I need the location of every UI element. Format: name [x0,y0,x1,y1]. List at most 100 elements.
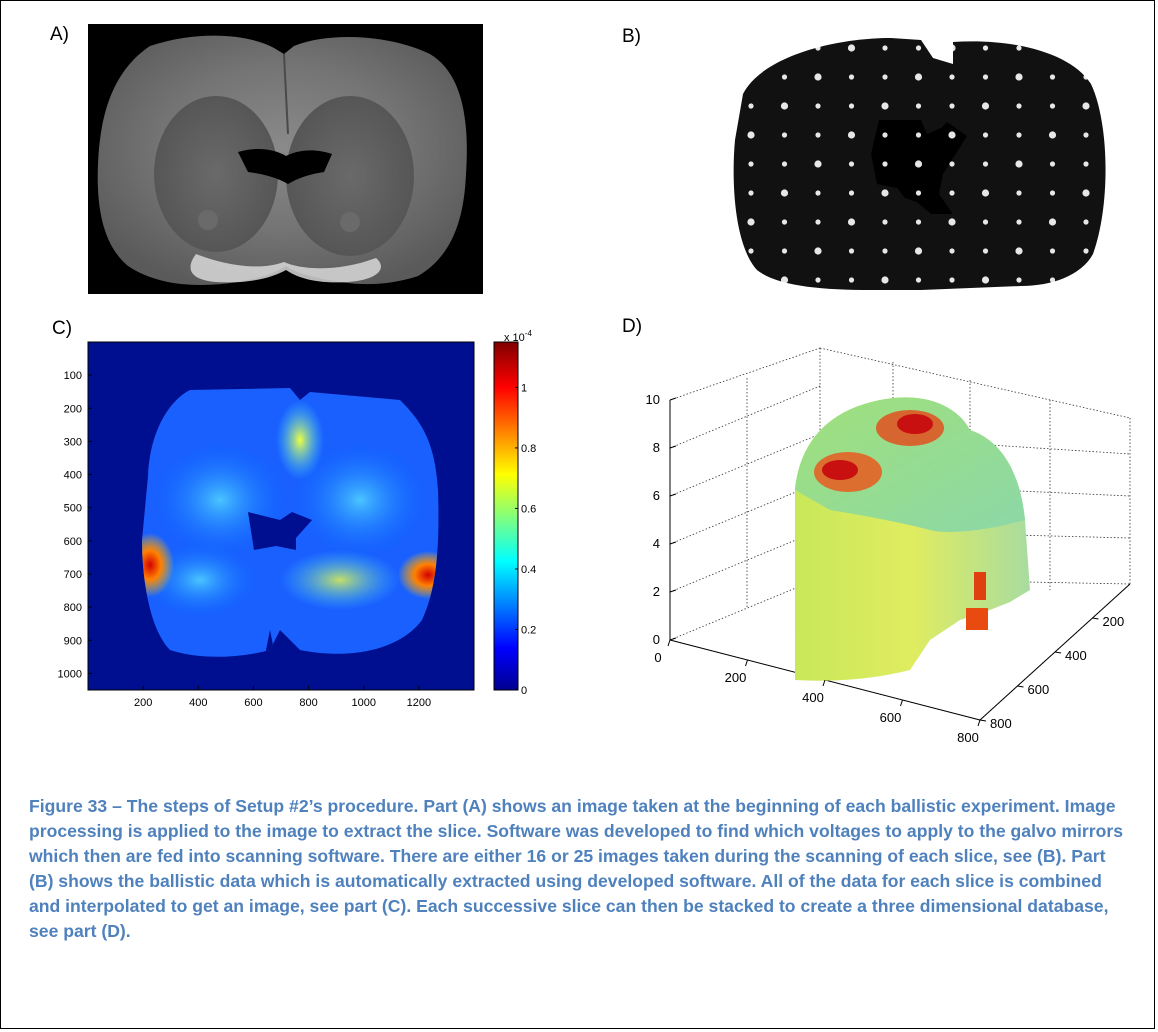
scan-point [915,219,922,225]
scan-point [1083,219,1089,225]
scan-point [982,161,989,167]
scan-point [747,218,755,226]
scan-point [814,247,822,255]
scan-point [1049,161,1056,167]
scan-point [1083,132,1089,138]
scan-point [1049,103,1056,109]
z-tick-label: 8 [653,440,660,455]
scan-point [914,247,923,255]
y-tick-label: 200 [64,403,82,415]
scan-point [1015,160,1023,168]
panel-d-3d-chart: 0 2 4 6 8 10 0 200 400 600 800 200 400 600 800 [646,347,1131,745]
x-tick-label: 600 [880,710,902,725]
scan-point [1016,277,1022,283]
scan-point [949,248,955,254]
z-tick-label: 2 [653,584,660,599]
scan-point [1016,45,1022,51]
scan-point [982,74,989,80]
z-tick-label: 10 [646,392,660,407]
scan-point [1049,277,1056,283]
colorbar-tick-label: 1 [521,382,527,394]
z-tick-label: 4 [653,536,660,551]
scan-point [814,73,822,81]
scan-point [848,248,855,254]
scan-point [914,160,923,168]
scan-point [848,103,855,109]
panel-c-label: C) [52,318,73,339]
scan-point [882,74,888,80]
scan-point [982,132,989,138]
scan-point [1082,102,1090,110]
scan-point [915,277,922,283]
scan-point [1016,190,1022,196]
scan-point [949,74,955,80]
scan-point [780,102,789,110]
colorbar-tick-label: 0.4 [521,564,536,576]
x-tick-label: 400 [802,690,824,705]
scan-point [915,190,922,196]
x-tick-label: 200 [134,697,152,709]
scan-point [781,248,788,254]
scan-point [748,103,754,109]
scan-point [1083,161,1089,167]
scan-point [781,132,788,138]
y-tick-label: 100 [64,370,82,382]
scan-point [747,44,755,52]
x-tick-label: 1000 [351,697,375,709]
scan-point [815,45,821,51]
scan-point [1049,74,1056,80]
scan-point [882,45,888,51]
x-tick-label: 800 [957,730,979,745]
scan-point [748,190,754,196]
scan-point [1082,189,1090,197]
scan-point [815,132,821,138]
scan-point [748,74,754,80]
scan-point [748,277,754,283]
scan-point [949,103,955,109]
scan-point [882,248,888,254]
y-tick-label: 800 [64,602,82,614]
y-tick-label: 1000 [58,668,82,680]
scan-point [949,277,955,283]
scan-point [1016,132,1022,138]
panel-d-label: D) [622,316,643,337]
scan-point [815,277,821,283]
scan-point [914,73,923,81]
scan-point [848,74,855,80]
scan-point [780,276,789,284]
scan-point [982,45,989,51]
scan-point-group [747,44,1090,284]
scan-point [1015,247,1023,255]
scan-point [847,44,856,52]
scan-point [948,218,956,226]
y-tick-label: 600 [64,536,82,548]
colorbar-tick-label: 0.8 [521,443,536,455]
panel-c-heatmap-chart: 200 400 600 800 1000 1200 100 200 300 400 500 600 7… [58,329,537,709]
scan-point [748,161,754,167]
scan-point [881,102,889,110]
x-tick-label: 0 [654,650,661,665]
scan-point [882,132,888,138]
panel-a-brain-image [88,24,483,294]
x-tick-label: 1200 [407,697,431,709]
scan-point [847,131,856,139]
scan-point [781,219,788,225]
x-tick-label: 800 [299,697,317,709]
scan-point [948,44,956,52]
colorbar-tick-label: 0.6 [521,503,536,515]
scan-point [1049,190,1056,196]
scan-point [848,190,855,196]
scan-point [948,131,956,139]
scan-point [814,160,822,168]
y-tick-label: 400 [64,470,82,482]
colorbar-tick-label: 0.2 [521,624,536,636]
y-tick-label: 600 [1028,682,1050,697]
y-tick-label: 900 [64,635,82,647]
scan-point [1082,276,1090,284]
scan-point [747,131,755,139]
scan-point [1083,45,1089,51]
scan-point [915,103,922,109]
colorbar-tick-label: 0 [521,685,527,697]
y-tick-label: 400 [1065,648,1087,663]
